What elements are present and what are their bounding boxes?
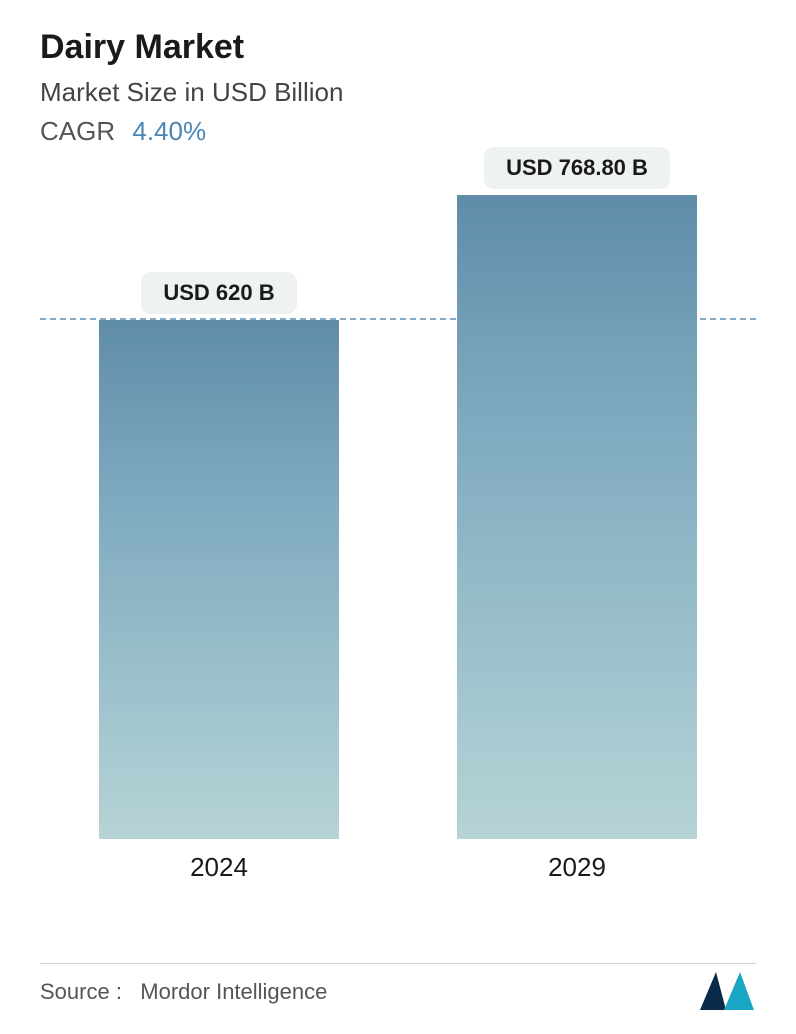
cagr-row: CAGR 4.40%: [40, 116, 756, 147]
source-name: Mordor Intelligence: [140, 979, 327, 1004]
bars-container: USD 620 B 2024 USD 768.80 B 2029: [40, 169, 756, 839]
brand-logo-icon: [698, 972, 756, 1012]
bar-group-1: USD 768.80 B 2029: [457, 195, 697, 839]
source-text: Source : Mordor Intelligence: [40, 979, 327, 1005]
bar-1: [457, 195, 697, 839]
bar-0: [99, 320, 339, 839]
cagr-value: 4.40%: [132, 116, 206, 146]
source-label: Source :: [40, 979, 122, 1004]
chart-area: USD 620 B 2024 USD 768.80 B 2029: [40, 159, 756, 889]
x-label-1: 2029: [548, 852, 606, 883]
chart-subtitle: Market Size in USD Billion: [40, 77, 756, 108]
chart-footer: Source : Mordor Intelligence: [40, 972, 756, 1012]
x-label-0: 2024: [190, 852, 248, 883]
value-pill-0: USD 620 B: [141, 272, 296, 314]
footer-divider: [40, 963, 756, 964]
value-pill-1: USD 768.80 B: [484, 147, 670, 189]
bar-group-0: USD 620 B 2024: [99, 320, 339, 839]
cagr-label: CAGR: [40, 116, 115, 146]
chart-title: Dairy Market: [40, 28, 756, 67]
chart-header: Dairy Market Market Size in USD Billion …: [40, 28, 756, 147]
